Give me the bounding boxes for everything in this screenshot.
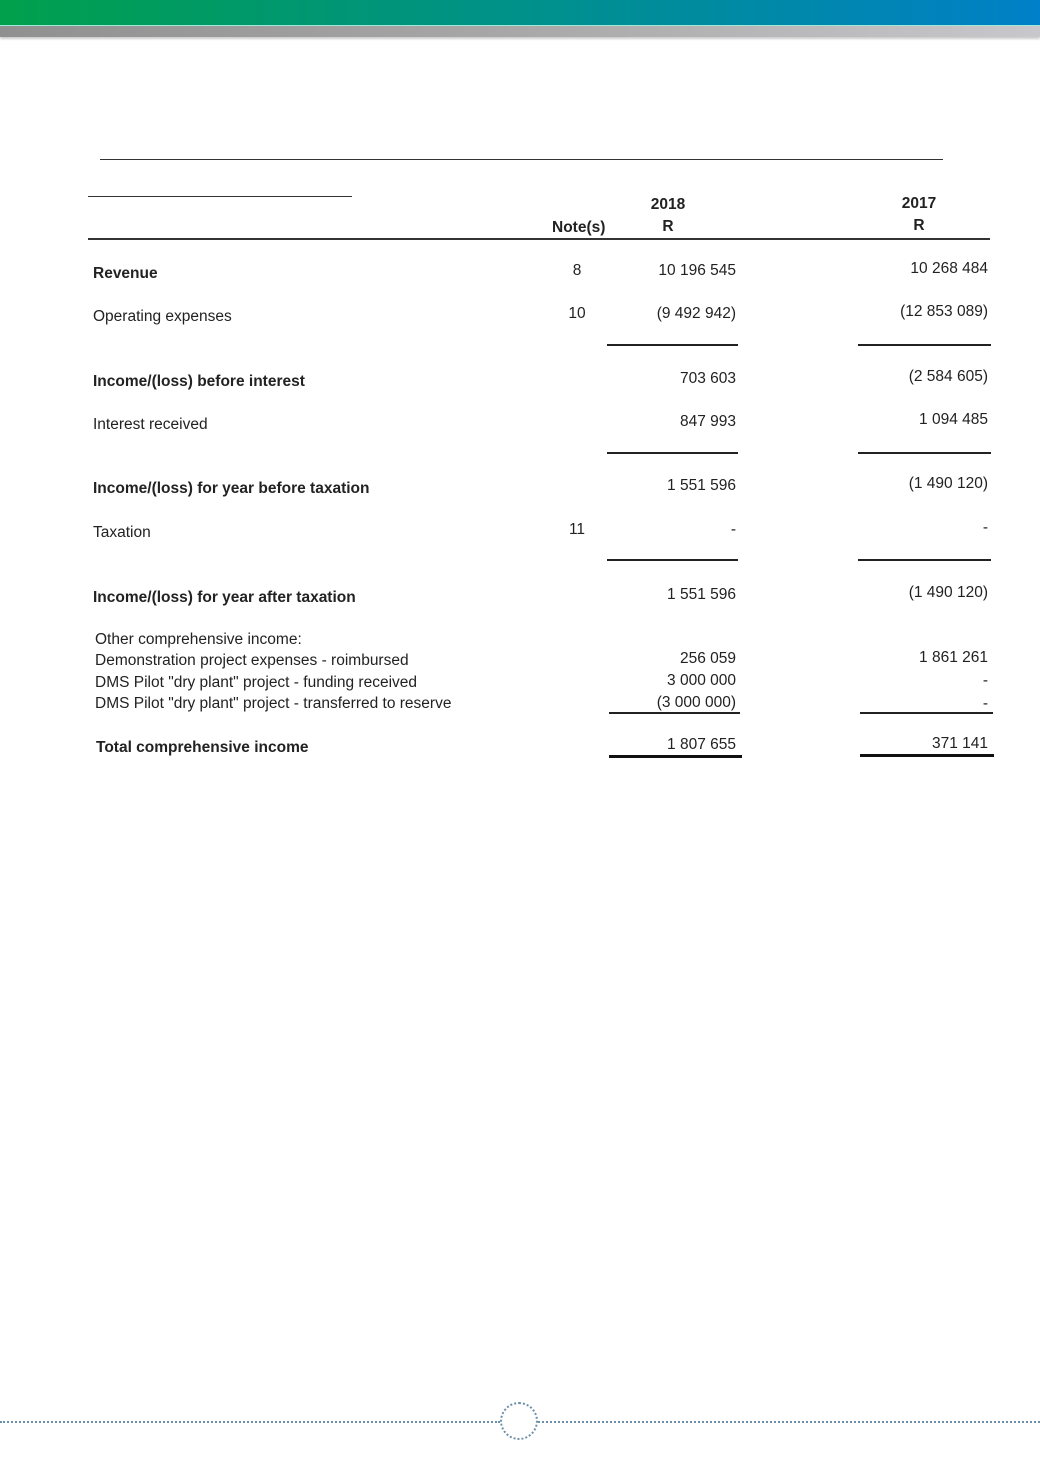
year-2017-header: 2017 <box>901 195 937 212</box>
row-value-2018: - <box>730 521 736 538</box>
footer-dotted-line <box>538 1421 1040 1423</box>
total-label: Total comprehensive income <box>96 739 309 756</box>
oci-label: DMS Pilot "dry plant" project - transfer… <box>95 695 452 712</box>
footer-dotted-line <box>0 1421 500 1423</box>
total-value-2017: 371 141 <box>931 735 988 752</box>
row-value-2018: 1 551 596 <box>667 477 736 494</box>
row-label: Operating expenses <box>93 308 232 325</box>
row-label: Interest received <box>93 416 208 433</box>
oci-label: DMS Pilot "dry plant" project - funding … <box>95 674 418 691</box>
row-value-2017: 1 094 485 <box>919 411 988 428</box>
row-value-2017: 10 268 484 <box>910 260 988 277</box>
row-value-2018: 1 551 596 <box>667 586 736 603</box>
row-note: 8 <box>572 262 582 279</box>
oci-value-2017: 1 861 261 <box>919 649 988 666</box>
short-rule <box>88 196 352 197</box>
subtotal-rule <box>858 344 991 346</box>
oci-value-2018: 256 059 <box>679 650 736 667</box>
subtotal-rule <box>607 344 738 346</box>
page-number-circle <box>500 1402 538 1440</box>
notes-column-header: Note(s) <box>552 219 606 236</box>
total-double-rule <box>860 754 994 757</box>
row-value-2018: 703 603 <box>679 370 736 387</box>
row-value-2017: (12 853 089) <box>900 303 988 320</box>
header-band <box>0 0 1040 25</box>
header-shadow-bar <box>0 26 1040 37</box>
header-highlight <box>0 25 1040 26</box>
year-2017-unit: R <box>913 217 925 234</box>
row-label: Income/(loss) before interest <box>93 373 305 390</box>
header-rule <box>88 238 990 240</box>
row-label: Taxation <box>93 524 151 541</box>
oci-value-2018: 3 000 000 <box>667 672 736 689</box>
subtotal-rule <box>860 712 993 714</box>
year-2018-header: 2018 <box>650 196 686 213</box>
total-double-rule <box>609 755 742 758</box>
row-label: Revenue <box>93 265 158 282</box>
year-2018-unit: R <box>662 218 674 235</box>
title-rule <box>100 159 943 160</box>
subtotal-rule <box>858 452 991 454</box>
row-note: 10 <box>568 305 586 322</box>
row-label: Income/(loss) for year after taxation <box>93 589 356 606</box>
subtotal-rule <box>609 712 740 714</box>
subtotal-rule <box>607 559 738 561</box>
row-value-2018: 10 196 545 <box>658 262 736 279</box>
row-value-2017: (1 490 120) <box>908 584 988 601</box>
oci-value-2017: - <box>982 672 988 689</box>
row-value-2018: 847 993 <box>679 413 736 430</box>
oci-heading: Other comprehensive income: <box>95 631 302 648</box>
oci-value-2017: - <box>982 695 988 712</box>
subtotal-rule <box>858 559 991 561</box>
row-label: Income/(loss) for year before taxation <box>93 480 370 497</box>
subtotal-rule <box>607 452 738 454</box>
row-value-2017: - <box>982 519 988 536</box>
oci-label: Demonstration project expenses - roimbur… <box>95 652 409 669</box>
row-value-2018: (9 492 942) <box>656 305 736 322</box>
row-value-2017: (2 584 605) <box>908 368 988 385</box>
row-note: 11 <box>568 521 586 538</box>
total-value-2018: 1 807 655 <box>667 736 736 753</box>
oci-value-2018: (3 000 000) <box>656 694 736 711</box>
row-value-2017: (1 490 120) <box>908 475 988 492</box>
